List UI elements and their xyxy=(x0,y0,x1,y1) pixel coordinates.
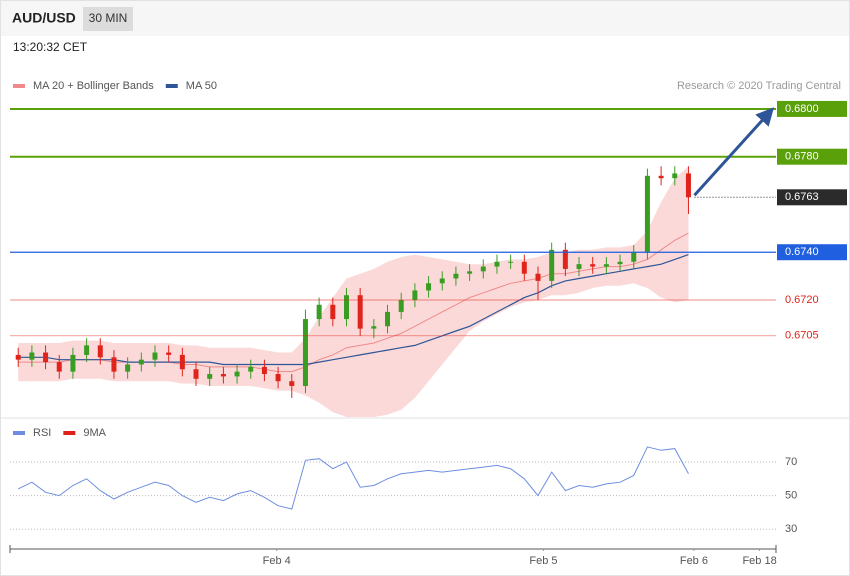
candle-body xyxy=(357,295,363,329)
candle-body xyxy=(261,366,267,375)
level-label: 0.6800 xyxy=(785,103,819,115)
credit: Research © 2020 Trading Central xyxy=(677,80,841,92)
x-tick-label: Feb 18 xyxy=(742,555,776,567)
candle-body xyxy=(343,295,349,320)
rsi-line xyxy=(17,446,689,510)
candle-body xyxy=(658,175,664,179)
candle-body xyxy=(56,362,62,372)
candle-body xyxy=(494,261,500,267)
legend-label: MA 50 xyxy=(186,80,217,92)
candle-body xyxy=(672,173,678,179)
legend-swatch xyxy=(13,431,25,435)
level-tag xyxy=(777,148,847,165)
y-tick-label: 30 xyxy=(785,523,797,535)
price-plot xyxy=(15,166,691,417)
clock: 13:20:32 CET xyxy=(13,40,88,54)
candle-body xyxy=(84,345,90,355)
candle-body xyxy=(439,278,445,284)
candle-body xyxy=(220,374,226,377)
level-tag xyxy=(777,100,847,117)
candle-body xyxy=(138,359,144,365)
candle-body xyxy=(562,249,568,269)
level-tag xyxy=(777,244,847,261)
level-tag xyxy=(777,189,847,206)
candle-body xyxy=(330,304,336,320)
candle-body xyxy=(316,304,322,320)
legend-label: 9MA xyxy=(83,427,106,439)
candle-body xyxy=(480,266,486,272)
candle-body xyxy=(426,283,432,291)
candle-body xyxy=(385,311,391,327)
ma50-line xyxy=(18,254,689,366)
level-label: 0.6780 xyxy=(785,151,819,163)
candle-body xyxy=(685,173,691,198)
candle-body xyxy=(234,371,240,377)
level-label: 0.6720 xyxy=(785,294,819,306)
candle-body xyxy=(576,264,582,269)
candle-body xyxy=(549,249,555,281)
candle-body xyxy=(179,354,185,370)
candle-body xyxy=(617,261,623,265)
candle-body xyxy=(152,352,158,360)
candle-body xyxy=(535,273,541,281)
timeframe-button[interactable] xyxy=(83,7,133,31)
forecast-arrow xyxy=(693,107,775,197)
legend-swatch xyxy=(63,431,76,435)
level-label: 0.6740 xyxy=(785,246,819,258)
candle-body xyxy=(289,381,295,386)
x-tick-label: Feb 4 xyxy=(263,555,291,567)
candle-body xyxy=(590,264,596,267)
timeframe[interactable]: 30 MIN xyxy=(89,11,128,25)
candle-body xyxy=(111,357,117,372)
candle-body xyxy=(453,273,459,279)
level-label: 0.6763 xyxy=(785,191,819,203)
candle-body xyxy=(125,364,131,372)
x-tick-label: Feb 6 xyxy=(680,555,708,567)
candle-body xyxy=(467,271,473,274)
candle-body xyxy=(97,345,103,358)
y-tick-label: 50 xyxy=(785,490,797,502)
candle-body xyxy=(412,290,418,300)
candle-body xyxy=(371,326,377,329)
x-tick-label: Feb 5 xyxy=(529,555,557,567)
candle-body xyxy=(302,319,308,386)
candle-body xyxy=(631,252,637,262)
y-tick-label: 70 xyxy=(785,456,797,468)
candle-body xyxy=(508,261,514,263)
candle-body xyxy=(248,366,254,372)
candle-body xyxy=(193,369,199,379)
bollinger-band xyxy=(18,166,689,417)
candle-body xyxy=(521,261,527,274)
candle-body xyxy=(15,354,21,360)
header-bar xyxy=(1,1,849,36)
candle-body xyxy=(207,374,213,379)
candle-body xyxy=(275,374,281,382)
candle-body xyxy=(43,352,49,363)
level-label: 0.6705 xyxy=(785,330,819,342)
legend-swatch xyxy=(13,84,25,88)
symbol: AUD/USD xyxy=(12,10,76,26)
candle-body xyxy=(29,352,35,360)
legend-swatch xyxy=(165,84,178,88)
candle-body xyxy=(70,354,76,372)
candle-body xyxy=(166,352,172,355)
candle-body xyxy=(603,264,609,267)
legend-label: MA 20 + Bollinger Bands xyxy=(33,80,154,92)
legend-label: RSI xyxy=(33,427,51,439)
candle-body xyxy=(398,299,404,312)
candle-body xyxy=(644,175,650,253)
